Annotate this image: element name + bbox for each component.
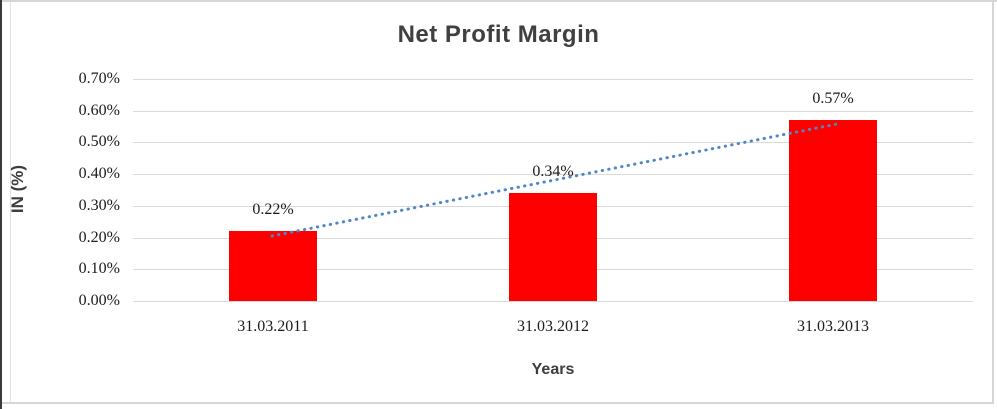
screenshot-edge-left [0, 0, 2, 409]
bar-31.03.2011 [229, 231, 317, 301]
frame-border-right [992, 0, 994, 403]
data-label: 0.57% [812, 90, 854, 107]
gridline [133, 301, 973, 302]
plot-area [133, 79, 973, 302]
y-tick-label: 0.20% [78, 228, 120, 246]
chart-border-left [10, 2, 11, 402]
bar-31.03.2012 [509, 193, 597, 301]
y-tick-label: 0.00% [78, 292, 120, 309]
x-tick-label: 31.03.2011 [237, 318, 309, 335]
gridline [133, 79, 973, 80]
bar-31.03.2013 [789, 120, 877, 301]
data-label: 0.34% [532, 163, 574, 180]
y-tick-label: 0.70% [78, 70, 120, 87]
data-label: 0.22% [252, 201, 294, 218]
x-axis-title: Years [531, 361, 575, 378]
frame-border-bottom [0, 402, 994, 404]
y-tick-label: 0.10% [78, 260, 120, 278]
trendline [270, 122, 839, 238]
y-tick-label: 0.60% [78, 101, 120, 119]
x-tick-label: 31.03.2013 [797, 318, 869, 335]
gridline [133, 111, 973, 112]
frame-border-top [0, 0, 997, 2]
chart-title: Net Profit Margin [397, 21, 600, 48]
y-tick-label: 0.50% [78, 133, 120, 151]
x-tick-label: 31.03.2012 [517, 318, 589, 335]
gridline [133, 142, 973, 143]
y-tick-label: 0.40% [78, 165, 120, 183]
y-tick-label: 0.30% [78, 196, 120, 214]
gridline [133, 174, 973, 175]
